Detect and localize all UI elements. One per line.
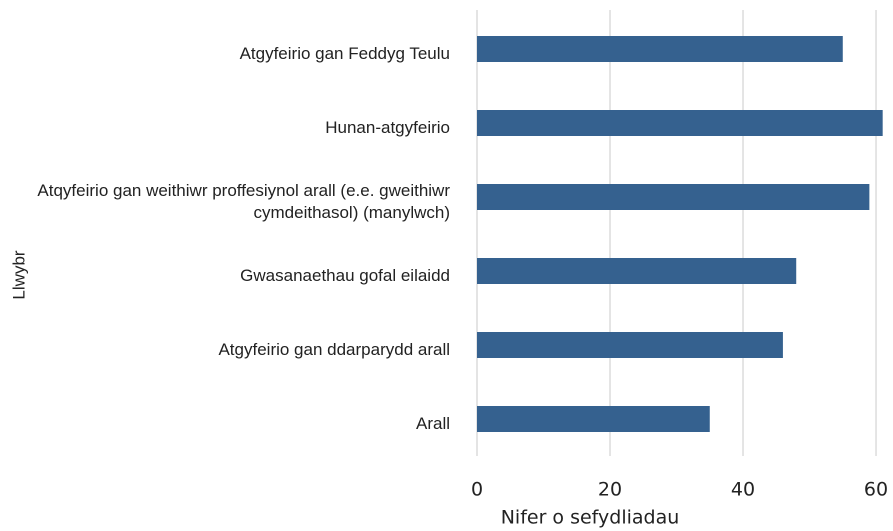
bar (477, 110, 883, 136)
x-tick-label: 60 (864, 479, 888, 501)
bar (477, 332, 783, 358)
bar (477, 36, 843, 62)
y-tick-label: Atgyfeirio gan Feddyg Teulu (239, 44, 450, 63)
x-axis-label: Nifer o sefydliadau (501, 507, 680, 529)
y-tick-label: Gwasanaethau gofal eilaidd (240, 266, 450, 285)
bar (477, 258, 797, 284)
x-tick-label: 0 (471, 479, 483, 501)
x-tick-label: 20 (598, 479, 622, 501)
y-axis-label: Llwybr (9, 250, 28, 299)
x-tick-label: 40 (731, 479, 755, 501)
y-tick-label: Hunan-atgyfeirio (325, 118, 450, 137)
y-tick-label: Arall (415, 414, 450, 433)
y-tick-label: Atgyfeirio gan ddarparydd arall (218, 340, 450, 359)
bar (477, 184, 870, 210)
bar (477, 406, 710, 432)
y-tick-label: Atqyfeirio gan weithiwr proffesiynol ara… (37, 181, 450, 222)
